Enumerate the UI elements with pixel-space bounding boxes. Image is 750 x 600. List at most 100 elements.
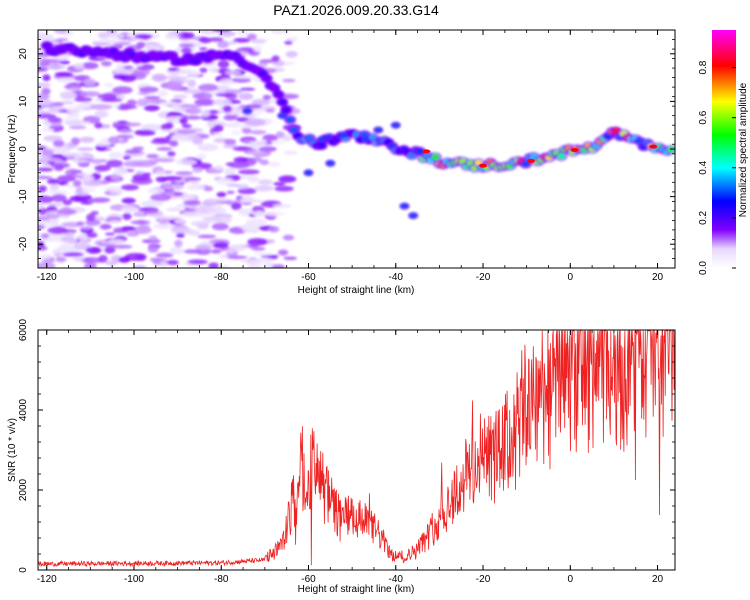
heatmap-noise-blob [166,259,179,266]
ridge-core [667,146,675,153]
heatmap-noise-blob [271,55,280,63]
heatmap-noise-blob [235,183,249,189]
heatmap-noise-blob [262,94,272,101]
heatmap-noise-blob [53,140,63,146]
heatmap-noise-blob [208,262,220,268]
heatmap-noise-blob [268,226,280,233]
ridge-core [274,91,283,98]
heatmap-noise-blob [282,78,296,83]
heatmap-noise-blob [229,244,247,252]
heatmap-noise-blob [100,97,123,103]
heatmap-noise-blob [231,202,242,211]
heatmap-noise-blob [251,99,271,106]
colorbar-tick-label: 0.6 [698,110,709,124]
heatmap-noise-blob [86,213,96,222]
heatmap-noise-blob [249,129,267,135]
heatmap-noise-blob [222,143,238,149]
heatmap-noise-blob [74,97,93,103]
heatmap-noise-blob [62,153,79,157]
heatmap-noise-blob [172,132,189,140]
heatmap-noise-blob [72,179,82,187]
heatmap-noise-blob [248,140,265,148]
heatmap-noise-blob [253,185,274,192]
heatmap-noise-blob [211,249,222,254]
x-tick-label: -120 [37,272,57,283]
heatmap-noise-blob [270,30,289,34]
heatmap-noise-blob [223,167,236,175]
heatmap-noise-blob [179,193,196,202]
heatmap-noise-blob [253,44,263,53]
heatmap-noise-blob [109,190,126,194]
heatmap-noise-blob [230,130,241,136]
heatmap-noise-blob [79,226,92,230]
ridge-core [286,116,295,123]
heatmap-noise-blob [212,99,232,106]
heatmap-noise-blob [213,165,224,171]
heatmap-noise-blob [257,179,273,185]
heatmap-noise-blob [122,155,131,160]
heatmap-noise-blob [237,187,257,195]
heatmap-noise-blob [57,181,69,186]
x-tick-label: -120 [37,574,57,585]
heatmap-noise-blob [73,242,92,250]
heatmap-noise-blob [38,93,50,100]
heatmap-noise-blob [80,201,94,205]
heatmap-noise-blob [38,195,54,204]
heatmap-noise-blob [41,233,50,239]
heatmap-noise-blob [108,136,120,145]
heatmap-noise-blob [172,94,188,99]
heatmap-noise-blob [216,177,234,186]
heatmap-noise-blob [90,158,103,165]
heatmap-noise-blob [71,159,89,164]
heatmap-noise-blob [216,191,227,198]
ridge-peak [570,147,579,152]
spectrogram-heatmap [38,30,675,268]
heatmap-noise-blob [180,47,192,54]
heatmap-noise-blob [41,87,51,95]
heatmap-noise-blob [155,170,166,175]
heatmap-noise-blob [56,208,77,215]
heatmap-noise-blob [211,222,229,231]
heatmap-noise-blob [198,37,212,44]
heatmap-noise-blob [104,232,116,236]
heatmap-noise-blob [59,60,70,65]
heatmap-noise-blob [105,159,123,168]
heatmap-noise-blob [74,63,85,70]
heatmap-noise-blob [226,255,248,259]
heatmap-noise-blob [44,146,61,150]
heatmap-noise-blob [65,156,76,160]
heatmap-noise-blob [38,220,49,226]
heatmap-noise-blob [48,217,59,225]
secondary-blob-core [318,137,325,142]
y-tick-label: -20 [18,237,29,252]
x-tick-label: 20 [652,272,664,283]
heatmap-noise-blob [123,160,144,167]
heatmap-noise-blob [117,120,128,124]
heatmap-noise-blob [65,232,75,238]
heatmap-noise-blob [239,87,255,91]
heatmap-noise-blob [233,156,248,163]
heatmap-noise-blob [181,124,192,129]
heatmap-noise-blob [38,98,53,105]
heatmap-noise-blob [38,224,46,230]
colorbar-axis: 0.0 0.2 0.4 0.6 0.8 [698,60,736,275]
heatmap-noise-blob [212,30,232,33]
heatmap-noise-blob [205,207,227,214]
heatmap-noise-blob [116,134,134,139]
heatmap-noise-blob [81,187,96,193]
heatmap-noise-blob [277,249,289,256]
bottom-y-axis-label: SNR (10 * v/v) [7,418,18,482]
heatmap-noise-blob [208,37,224,42]
bottom-x-axis-label: Height of straight line (km) [298,584,415,595]
heatmap-noise-blob [66,112,80,117]
heatmap-noise-blob [107,33,126,39]
secondary-blob-core [244,108,251,113]
heatmap-noise-blob [172,183,185,190]
heatmap-noise-blob [167,82,183,91]
heatmap-noise-blob [100,60,113,67]
chart-title: PAZ1.2026.009.20.33.G14 [273,2,439,18]
ridge-core [317,142,326,149]
heatmap-noise-blob [87,199,107,203]
x-tick-label: 0 [568,574,574,585]
heatmap-noise-blob [283,150,298,155]
